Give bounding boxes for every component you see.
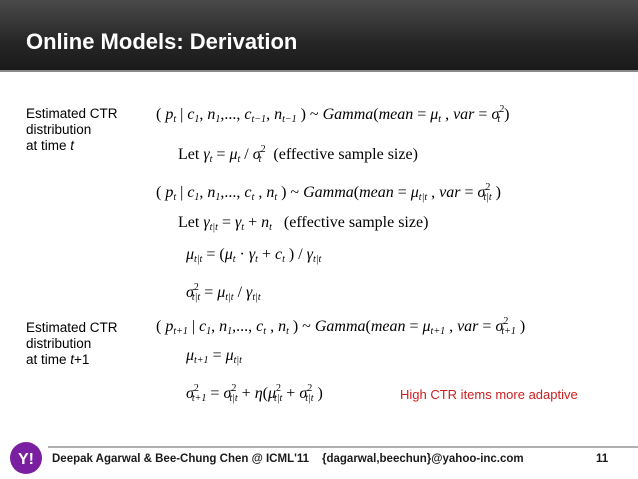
label-line: distribution <box>26 336 92 351</box>
label-line: at time t+1 <box>26 352 118 368</box>
label-block-1: Estimated CTR distribution at time t <box>26 106 118 154</box>
label-var: t <box>70 352 75 367</box>
equation-1: ( pt | c1, n1,..., ct−1, nt−1 ) ~ Gamma(… <box>156 104 510 125</box>
slide-title: Online Models: Derivation <box>26 29 298 54</box>
yahoo-logo-icon: Y! <box>10 442 42 474</box>
label-text: at time <box>26 138 71 153</box>
label-line: Estimated CTR <box>26 106 118 121</box>
equation-5: ( pt+1 | c1, n1,..., ct , nt ) ~ Gamma(m… <box>156 316 526 337</box>
svg-text:Y!: Y! <box>18 451 34 468</box>
footer-email: {dagarwal,beechun}@yahoo-inc.com <box>322 453 524 465</box>
equation-4: σ2t|t = μt|t / γt|t <box>186 282 261 303</box>
label-text: at time <box>26 352 71 367</box>
equation-6: μt+1 = μt|t <box>186 347 242 366</box>
equation-let-2: Let γt|t = γt + nt (effective sample siz… <box>178 214 429 233</box>
page-number: 11 <box>596 453 609 465</box>
equation-let-1: Let γt = μt / σ2t (effective sample size… <box>178 144 418 165</box>
footer-authors: Deepak Agarwal & Bee-Chung Chen @ ICML'1… <box>52 453 309 465</box>
label-block-2: Estimated CTR distribution at time t+1 <box>26 320 118 368</box>
equation-7: σ2t+1 = σ2t|t + η(μ2t|t + σ2t|t ) <box>186 383 323 404</box>
equation-2: ( pt | c1, n1,..., ct , nt ) ~ Gamma(mea… <box>156 182 501 203</box>
label-var: t <box>70 138 75 153</box>
equation-3: μt|t = (μt · γt + ct ) / γt|t <box>186 246 322 265</box>
label-line: distribution <box>26 122 92 137</box>
effective-sample-size-note: (effective sample size) <box>283 214 429 231</box>
label-line: at time t <box>26 138 118 154</box>
title-bar: Online Models: Derivation <box>0 0 638 72</box>
label-line: Estimated CTR <box>26 320 118 335</box>
footer-divider <box>48 446 638 448</box>
label-suffix: +1 <box>74 352 90 367</box>
effective-sample-size-note: (effective sample size) <box>273 146 418 163</box>
adaptive-note: High CTR items more adaptive <box>400 387 578 402</box>
